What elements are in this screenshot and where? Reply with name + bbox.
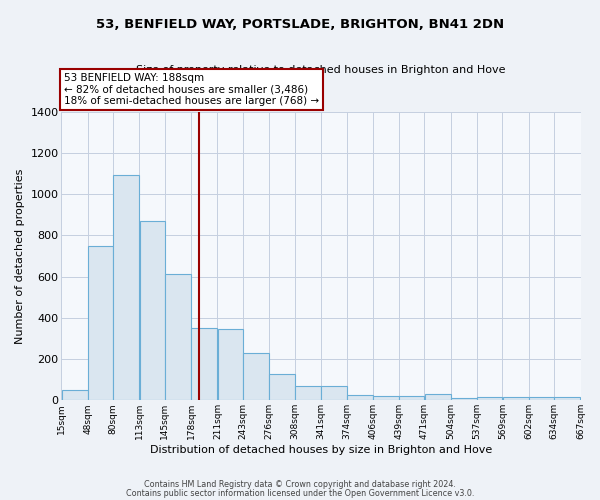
Bar xyxy=(321,386,347,400)
Y-axis label: Number of detached properties: Number of detached properties xyxy=(15,168,25,344)
Bar xyxy=(140,221,165,400)
Bar xyxy=(399,396,424,400)
Bar xyxy=(529,397,554,400)
Text: 53 BENFIELD WAY: 188sqm
← 82% of detached houses are smaller (3,486)
18% of semi: 53 BENFIELD WAY: 188sqm ← 82% of detache… xyxy=(64,73,319,106)
Text: Contains HM Land Registry data © Crown copyright and database right 2024.: Contains HM Land Registry data © Crown c… xyxy=(144,480,456,489)
Bar xyxy=(88,246,113,400)
Bar xyxy=(243,353,269,401)
Bar xyxy=(295,386,321,400)
Bar xyxy=(503,397,529,400)
Title: Size of property relative to detached houses in Brighton and Hove: Size of property relative to detached ho… xyxy=(136,65,506,75)
Bar xyxy=(477,397,502,400)
Bar xyxy=(347,395,373,400)
X-axis label: Distribution of detached houses by size in Brighton and Hove: Distribution of detached houses by size … xyxy=(150,445,492,455)
Bar xyxy=(425,394,451,400)
Text: Contains public sector information licensed under the Open Government Licence v3: Contains public sector information licen… xyxy=(126,488,474,498)
Bar xyxy=(218,329,243,400)
Bar xyxy=(165,274,191,400)
Text: 53, BENFIELD WAY, PORTSLADE, BRIGHTON, BN41 2DN: 53, BENFIELD WAY, PORTSLADE, BRIGHTON, B… xyxy=(96,18,504,30)
Bar xyxy=(113,174,139,400)
Bar xyxy=(554,397,580,400)
Bar xyxy=(373,396,399,400)
Bar xyxy=(191,328,217,400)
Bar xyxy=(269,374,295,400)
Bar xyxy=(451,398,477,400)
Bar xyxy=(62,390,88,400)
